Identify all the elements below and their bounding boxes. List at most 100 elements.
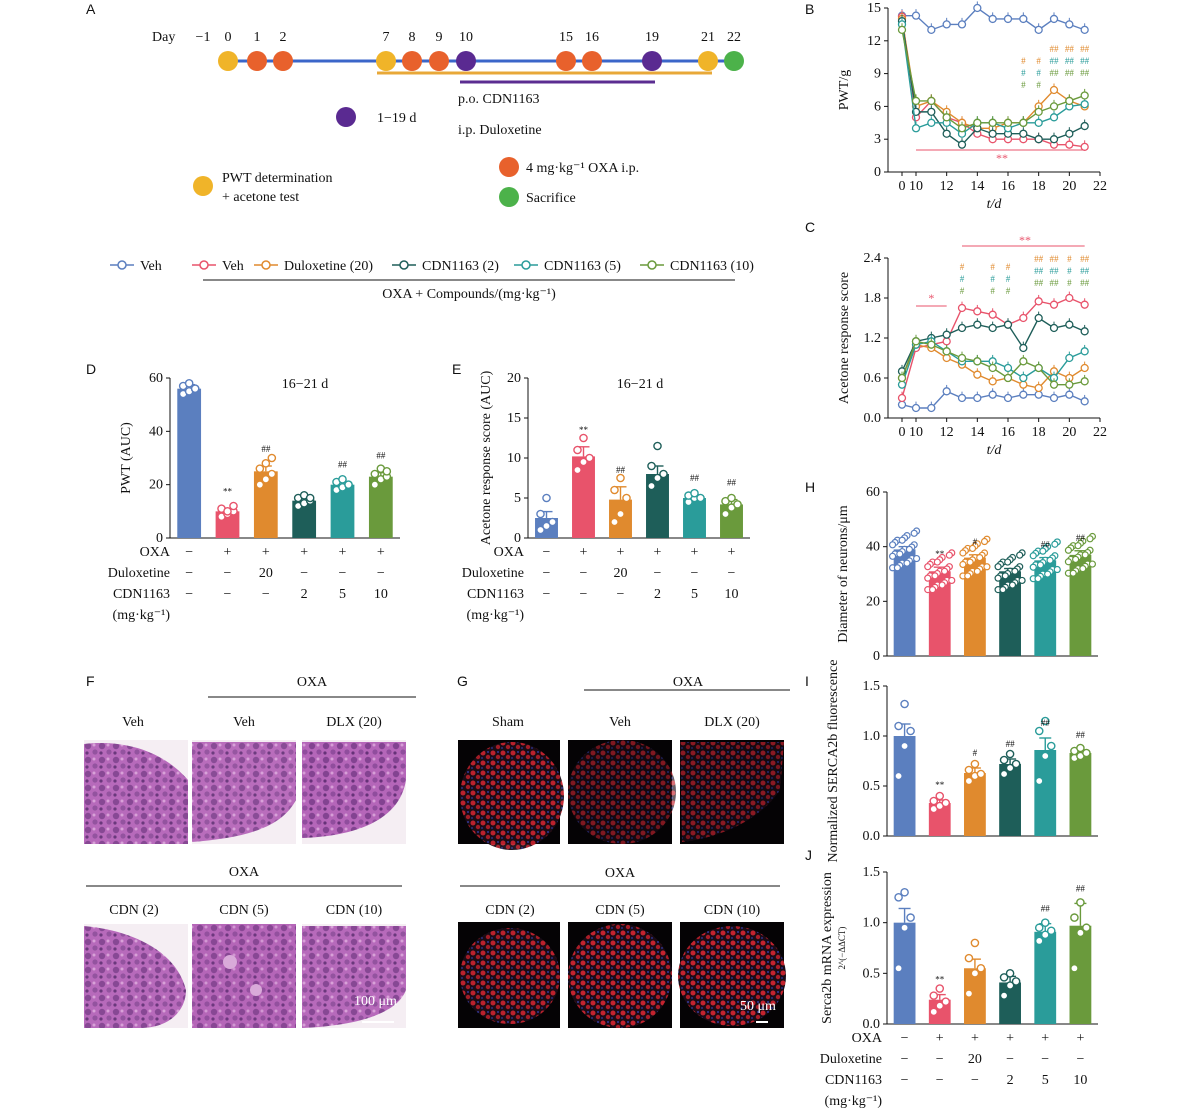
he-image-cdn10 [302, 924, 406, 1028]
legend-marker-icon [261, 260, 271, 270]
sig-label: # [1067, 278, 1072, 288]
data-point [903, 559, 911, 567]
sig-label: ## [1065, 56, 1075, 66]
he-image-oxa-veh [192, 740, 296, 844]
table-cell: 20 [259, 566, 273, 581]
data-point [929, 1007, 939, 1017]
y-axis-label: Acetone response score (AUC) [479, 370, 494, 545]
data-point [721, 509, 730, 519]
data-point [1080, 347, 1089, 356]
table-cell: + [580, 545, 588, 560]
data-point [1029, 552, 1037, 560]
legend-item-label: CDN1163 (10) [670, 259, 754, 274]
panel-f-label-veh: Veh [122, 715, 144, 730]
panel-f-label-oxa-veh: Veh [233, 715, 255, 730]
y-tick-label: 1.2 [864, 331, 882, 346]
y-axis-label: Serca2b mRNA expression [820, 872, 835, 1024]
sig-label: ## [1080, 56, 1090, 66]
data-point [579, 457, 588, 467]
data-point [1069, 569, 1077, 577]
panel-g-label: G [457, 673, 468, 689]
table-cell: − [1041, 1052, 1049, 1067]
data-point [1040, 751, 1050, 761]
bar [177, 388, 202, 538]
table-cell: + [262, 545, 270, 560]
data-point [941, 997, 951, 1007]
panel-i: I 0.0 0.5 1.0 1.5 Normalized SERCA2b fluores… [805, 660, 1098, 862]
data-point [370, 480, 380, 489]
bar [1069, 753, 1092, 836]
sig-label: # [1036, 80, 1041, 90]
sig-label: # [1067, 266, 1072, 276]
table-cell: − [936, 1073, 944, 1088]
y-tick-label: 0.0 [864, 411, 882, 426]
y-tick-label: 9 [874, 67, 881, 82]
day-label: Day [152, 30, 175, 45]
legend-item-label: Veh [140, 259, 162, 274]
table-cell: − [936, 1052, 944, 1067]
data-point [970, 759, 980, 769]
legend-marker-icon [647, 260, 657, 270]
data-point [1040, 716, 1050, 726]
table-cell: − [543, 566, 551, 581]
table-cell: 10 [725, 587, 739, 602]
panel-e-label: E [452, 361, 461, 377]
sig-label: # [973, 537, 978, 547]
table-row-label: Duloxetine [462, 566, 524, 581]
sig-label: ## [1050, 254, 1060, 264]
bar [1034, 931, 1057, 1024]
table-cell: − [580, 566, 588, 581]
data-point [964, 572, 972, 580]
table-cell: + [224, 545, 232, 560]
x-tick-label: 12 [940, 425, 954, 440]
day-tick-label: 10 [459, 30, 473, 45]
sig-label: # [1021, 68, 1026, 78]
bar [1069, 554, 1092, 656]
data-point [616, 509, 625, 519]
data-point [968, 544, 977, 553]
data-point [382, 467, 392, 476]
table-cell: 20 [614, 566, 628, 581]
day-tick-label: 0 [225, 30, 232, 45]
sig-label: ## [338, 459, 348, 469]
data-point [1034, 297, 1043, 306]
data-point [1070, 963, 1079, 973]
data-point [1081, 551, 1089, 559]
y-tick-label: 12 [867, 34, 881, 49]
data-point [973, 307, 982, 316]
y-tick-label: 10 [507, 451, 521, 466]
table-cell: + [617, 545, 625, 560]
data-point [935, 984, 945, 993]
table-cell: − [654, 566, 662, 581]
panel-g-label-veh: Veh [609, 715, 631, 730]
bar [964, 773, 986, 836]
y-axis-label: PWT/g [837, 70, 852, 110]
data-point [1049, 85, 1059, 95]
data-point [911, 403, 921, 413]
sig-label: ## [1080, 44, 1090, 54]
table-cell: + [1041, 1031, 1049, 1046]
bar [964, 557, 986, 656]
panel-d-label: D [86, 361, 96, 377]
data-point [370, 469, 380, 479]
panel-e-title: 16−21 d [617, 377, 663, 392]
data-point [1029, 563, 1037, 571]
data-point [1065, 96, 1074, 106]
sacrifice-legend-dot-icon [499, 187, 519, 207]
data-point [948, 576, 956, 585]
data-point [585, 453, 594, 463]
table-cell: − [185, 587, 193, 602]
data-point [344, 480, 353, 489]
day-tick-label: −1 [196, 30, 211, 45]
data-point [900, 741, 909, 751]
if-image-cdn5 [568, 922, 672, 1028]
table-cell: − [377, 566, 385, 581]
data-point [1080, 300, 1089, 309]
data-point [548, 517, 557, 527]
cdn-dosing-dot-icon [336, 107, 356, 127]
data-point [1005, 763, 1015, 773]
x-tick-label: 18 [1032, 179, 1046, 194]
sig-label: ## [1041, 540, 1051, 550]
data-point [973, 320, 982, 329]
data-point [616, 473, 625, 483]
